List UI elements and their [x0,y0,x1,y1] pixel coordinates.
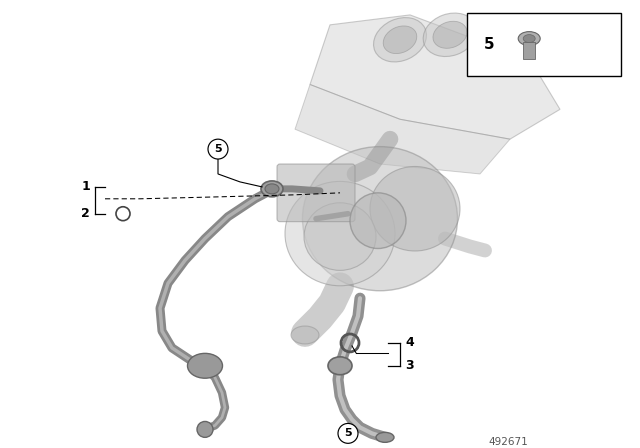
Ellipse shape [304,203,376,270]
Ellipse shape [374,17,426,62]
Ellipse shape [303,146,458,291]
Ellipse shape [524,34,535,43]
Ellipse shape [265,184,279,194]
Ellipse shape [328,357,352,375]
Circle shape [197,422,213,437]
Ellipse shape [370,167,460,251]
Ellipse shape [473,33,527,76]
Polygon shape [295,85,510,174]
FancyBboxPatch shape [277,164,355,222]
Circle shape [338,423,358,444]
Polygon shape [310,15,560,139]
Text: 3: 3 [405,359,413,372]
Text: 5: 5 [344,428,352,439]
Ellipse shape [376,432,394,442]
Polygon shape [467,13,621,76]
Ellipse shape [188,353,223,378]
FancyBboxPatch shape [524,42,535,60]
Text: 5: 5 [214,144,222,154]
Text: 5: 5 [484,37,495,52]
Ellipse shape [261,181,283,197]
Ellipse shape [423,13,477,56]
Text: 4: 4 [405,336,413,349]
Ellipse shape [285,181,395,286]
Ellipse shape [291,326,319,344]
Circle shape [350,193,406,249]
Ellipse shape [383,26,417,54]
Text: 1: 1 [81,181,90,194]
Circle shape [208,139,228,159]
Text: 492671: 492671 [489,437,529,448]
Ellipse shape [433,21,467,48]
Text: 2: 2 [81,207,90,220]
Ellipse shape [518,32,540,46]
Ellipse shape [483,41,517,68]
